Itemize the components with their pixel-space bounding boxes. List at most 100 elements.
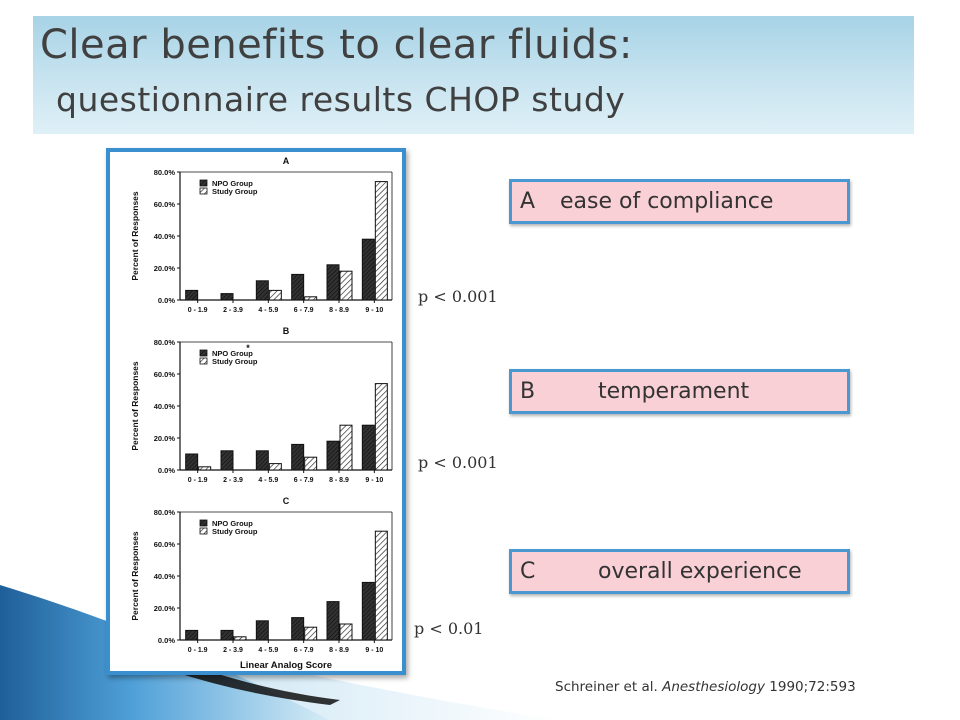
legend-label: Study Group bbox=[212, 187, 258, 196]
bar-npo-group bbox=[326, 601, 340, 641]
x-tick-label: 6 - 7.9 bbox=[294, 307, 314, 314]
citation: Schreiner et al. Anesthesiology 1990;72:… bbox=[555, 679, 856, 695]
label-box-c: C overall experience bbox=[509, 549, 850, 594]
legend-label: Study Group bbox=[212, 527, 258, 536]
x-axis-label: Linear Analog Score bbox=[240, 660, 332, 671]
charts-svg: A 0.0% 20.0% 40.0% 60.0% 80.0% Percent of Resp… bbox=[130, 156, 393, 671]
x-tick-label: 0 - 1.9 bbox=[188, 477, 208, 484]
label-fill: C overall experience bbox=[512, 552, 847, 591]
figure-panel: A 0.0% 20.0% 40.0% 60.0% 80.0% Percent of Resp… bbox=[110, 152, 402, 671]
bar-npo-group bbox=[326, 440, 340, 471]
bar-npo-group bbox=[185, 453, 199, 471]
y-tick-label: 0.0% bbox=[158, 466, 175, 475]
y-tick-label: 60.0% bbox=[154, 200, 176, 209]
title-band bbox=[33, 16, 914, 134]
x-tick-label: 2 - 3.9 bbox=[223, 477, 243, 484]
figure-frame: A 0.0% 20.0% 40.0% 60.0% 80.0% Percent of Resp… bbox=[106, 148, 406, 675]
y-axis-label: Percent of Responses bbox=[130, 191, 140, 281]
legend-swatch-npo bbox=[199, 349, 208, 357]
bar-npo-group bbox=[326, 264, 340, 301]
bar-study-group bbox=[339, 270, 353, 301]
x-tick-label: 9 - 10 bbox=[365, 307, 383, 314]
bar-study-group bbox=[233, 636, 247, 641]
bar-npo-group bbox=[291, 443, 305, 471]
citation-details: 1990;72:593 bbox=[769, 679, 856, 695]
bar-npo-group bbox=[185, 289, 199, 301]
x-tick-label: 8 - 8.9 bbox=[329, 647, 349, 654]
y-tick-label: 40.0% bbox=[154, 402, 176, 411]
x-tick-label: 8 - 8.9 bbox=[329, 307, 349, 314]
wave-shadow bbox=[120, 640, 340, 705]
bar-npo-group bbox=[255, 620, 269, 641]
citation-journal: Anesthesiology bbox=[662, 679, 765, 695]
y-axis-label: Percent of Responses bbox=[130, 531, 140, 621]
label-text: temperament bbox=[598, 379, 750, 404]
bar-npo-group bbox=[291, 617, 305, 641]
x-tick-label: 6 - 7.9 bbox=[294, 647, 314, 654]
label-text: overall experience bbox=[598, 559, 802, 584]
y-tick-label: 20.0% bbox=[154, 434, 176, 443]
legend-label: NPO Group bbox=[212, 349, 253, 358]
x-tick-label: 2 - 3.9 bbox=[223, 647, 243, 654]
label-letter: C bbox=[520, 559, 536, 584]
x-tick-label: 0 - 1.9 bbox=[188, 647, 208, 654]
label-fill: A ease of compliance bbox=[512, 182, 847, 221]
legend-swatch-npo bbox=[199, 179, 208, 187]
x-tick-label: 6 - 7.9 bbox=[294, 477, 314, 484]
bar-study-group bbox=[374, 530, 388, 641]
label-fill: B temperament bbox=[512, 372, 847, 411]
label-letter: A bbox=[520, 189, 536, 214]
legend-label: NPO Group bbox=[212, 179, 253, 188]
bar-study-group bbox=[304, 296, 318, 301]
bar-npo-group bbox=[220, 293, 234, 301]
p-value-c: p < 0.01 bbox=[414, 619, 484, 638]
panel-letter: B bbox=[283, 326, 290, 336]
bar-npo-group bbox=[361, 581, 375, 641]
x-tick-label: 2 - 3.9 bbox=[223, 307, 243, 314]
bar-study-group bbox=[374, 383, 388, 471]
legend-swatch-study bbox=[199, 357, 208, 365]
label-box-b: B temperament bbox=[509, 369, 850, 414]
bar-study-group bbox=[198, 466, 212, 471]
x-tick-label: 9 - 10 bbox=[365, 647, 383, 654]
bar-study-group bbox=[339, 623, 353, 641]
label-letter: B bbox=[520, 379, 536, 404]
panel-letter: A bbox=[283, 156, 290, 166]
x-tick-label: 4 - 5.9 bbox=[258, 647, 278, 654]
bar-study-group bbox=[268, 289, 282, 301]
x-tick-label: 9 - 10 bbox=[365, 477, 383, 484]
y-tick-label: 80.0% bbox=[154, 338, 176, 347]
p-value-a: p < 0.001 bbox=[418, 287, 498, 306]
p-value-b: p < 0.001 bbox=[418, 453, 498, 472]
legend-swatch-npo bbox=[199, 519, 208, 527]
bar-npo-group bbox=[361, 424, 375, 471]
y-tick-label: 20.0% bbox=[154, 604, 176, 613]
y-tick-label: 40.0% bbox=[154, 232, 176, 241]
x-tick-label: 4 - 5.9 bbox=[258, 307, 278, 314]
y-tick-label: 40.0% bbox=[154, 572, 176, 581]
legend-swatch-study bbox=[199, 527, 208, 535]
y-tick-label: 20.0% bbox=[154, 264, 176, 273]
bar-npo-group bbox=[255, 280, 269, 301]
y-tick-label: 80.0% bbox=[154, 508, 176, 517]
label-text: ease of compliance bbox=[560, 189, 774, 214]
label-box-a: A ease of compliance bbox=[509, 179, 850, 224]
x-tick-label: 0 - 1.9 bbox=[188, 307, 208, 314]
slide-subtitle: questionnaire results CHOP study bbox=[56, 80, 626, 119]
legend-label: Study Group bbox=[212, 357, 258, 366]
legend-swatch-study bbox=[199, 187, 208, 195]
bar-npo-group bbox=[291, 273, 305, 301]
bar-npo-group bbox=[185, 629, 199, 641]
bar-npo-group bbox=[220, 450, 234, 471]
slide-title: Clear benefits to clear fluids: bbox=[40, 22, 633, 68]
bar-study-group bbox=[304, 456, 318, 471]
x-tick-label: 8 - 8.9 bbox=[329, 477, 349, 484]
y-tick-label: 60.0% bbox=[154, 540, 176, 549]
legend-label: NPO Group bbox=[212, 519, 253, 528]
bar-npo-group bbox=[220, 629, 234, 641]
y-tick-label: 80.0% bbox=[154, 168, 176, 177]
bar-study-group bbox=[268, 463, 282, 471]
panel-letter: C bbox=[283, 496, 290, 506]
significance-mark: * bbox=[246, 343, 250, 353]
citation-authors: Schreiner et al. bbox=[555, 679, 658, 695]
